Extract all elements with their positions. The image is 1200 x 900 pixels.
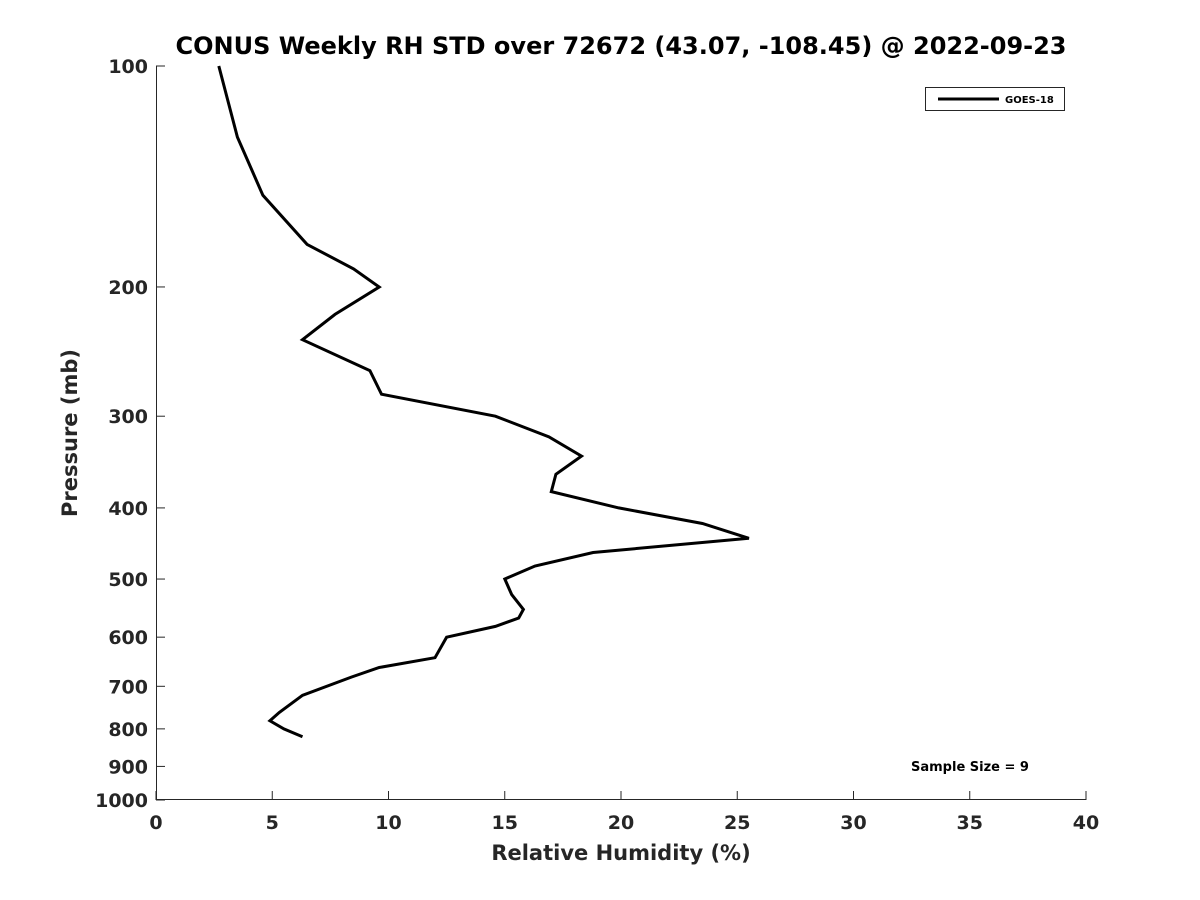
x-tick-label: 0 (149, 812, 162, 834)
legend: GOES-18 (925, 87, 1065, 111)
y-tick-label: 200 (108, 277, 148, 299)
x-tick-label: 10 (375, 812, 401, 834)
y-tick-label: 700 (108, 676, 148, 698)
y-tick-label: 500 (108, 569, 148, 591)
x-tick-label: 25 (724, 812, 750, 834)
series-line-goes-18 (217, 65, 750, 739)
y-tick-label: 400 (108, 498, 148, 520)
y-tick-label: 800 (108, 719, 148, 741)
y-tick-label: 1000 (95, 790, 148, 812)
x-tick-label: 5 (266, 812, 279, 834)
x-tick-label: 20 (608, 812, 634, 834)
x-axis-label: Relative Humidity (%) (491, 841, 750, 865)
y-axis-label: Pressure (mb) (58, 349, 82, 517)
y-tick-label: 100 (108, 56, 148, 78)
x-tick-label: 35 (957, 812, 983, 834)
x-ticks: 0 5 10 15 20 25 30 35 40 (149, 791, 1099, 834)
x-tick-label: 30 (840, 812, 866, 834)
y-tick-label: 900 (108, 756, 148, 778)
y-ticks: 100 200 300 400 500 600 700 800 900 1000 (95, 56, 165, 812)
x-tick-label: 40 (1073, 812, 1099, 834)
y-tick-label: 600 (108, 627, 148, 649)
sample-size-annotation: Sample Size = 9 (911, 760, 1029, 775)
x-tick-label: 15 (492, 812, 518, 834)
legend-entry-goes-18: GOES-18 (1005, 95, 1054, 106)
y-tick-label: 300 (108, 406, 148, 428)
chart-title: CONUS Weekly RH STD over 72672 (43.07, -… (175, 32, 1066, 60)
